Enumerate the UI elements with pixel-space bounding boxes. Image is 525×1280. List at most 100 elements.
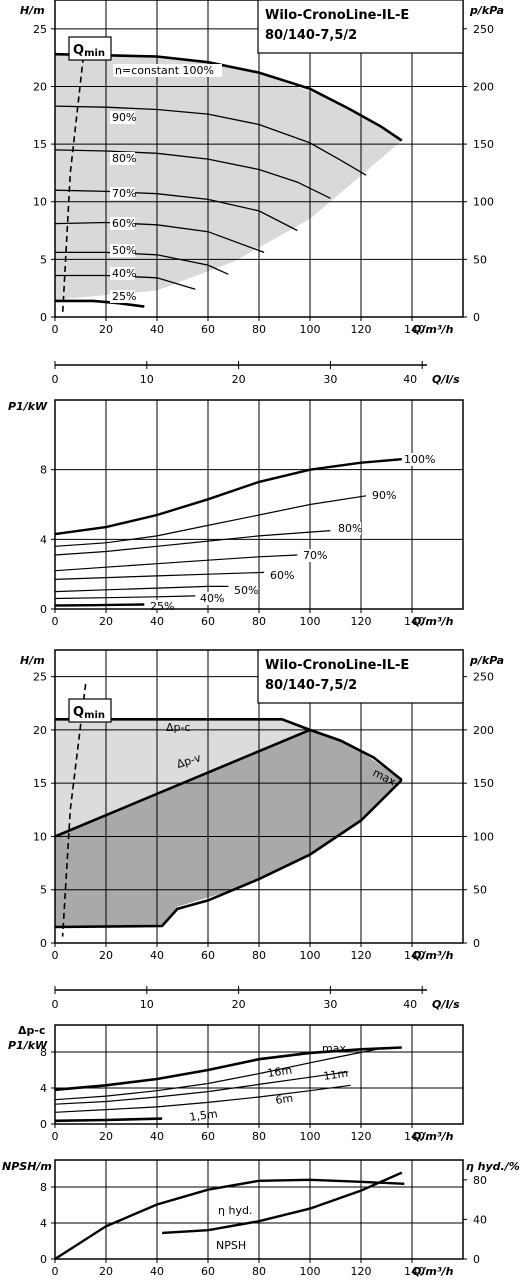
speed-curve	[54, 149, 331, 199]
curve-label: 70%	[303, 549, 327, 562]
eta-axis-label: η hyd./%	[466, 1160, 520, 1173]
kpa-tick-label: 0	[473, 937, 480, 950]
ls-tick-label: 10	[140, 998, 154, 1011]
eta-tick-label: 0	[473, 1253, 480, 1266]
p1-axis-label: P1/kW	[8, 400, 48, 413]
ls-tick-label: 40	[403, 998, 417, 1011]
p1-control-frame	[54, 1024, 464, 1125]
kpa-tick-label: 100	[473, 830, 494, 843]
y-tick-label: 0	[40, 311, 47, 324]
q-tick-label: 0	[52, 949, 59, 962]
hq-speeds-frame	[54, 0, 464, 318]
q-tick-label: 80	[252, 1265, 266, 1278]
p-kpa-axis-label: p/kPa	[469, 4, 504, 17]
curve-label: 50%	[234, 584, 258, 597]
y-tick-label: 8	[40, 1046, 47, 1059]
q-tick-label: 80	[252, 949, 266, 962]
curve-label-bg	[110, 217, 135, 230]
curve-label: 90%	[372, 489, 396, 502]
q-tick-label: 120	[351, 1265, 372, 1278]
curve-label-bg	[113, 64, 222, 77]
q-tick-label: 0	[52, 615, 59, 628]
npsh-axis-label: NPSH/m	[2, 1160, 52, 1173]
control-curve	[54, 779, 403, 929]
y-tick-label: 20	[33, 80, 47, 93]
curve-label-bg	[301, 549, 326, 562]
q-tick-label: 60	[201, 615, 215, 628]
speed-curve	[55, 299, 145, 308]
kpa-tick-label: 0	[473, 311, 480, 324]
qmin-line	[61, 36, 87, 315]
curve-label-bg	[402, 453, 434, 466]
kpa-tick-label: 200	[473, 80, 494, 93]
title-line-1b: Wilo-CronoLine-IL-E	[265, 658, 409, 673]
q-tick-label: 140	[404, 1265, 425, 1278]
q-tick-label: 40	[150, 1265, 164, 1278]
q-tick-label: 0	[52, 1130, 59, 1143]
curve-label: η hyd.	[218, 1204, 252, 1217]
q-tick-label: 100	[300, 949, 321, 962]
title-line-2b: 80/140-7,5/2	[265, 678, 357, 693]
curve-label-bg	[198, 592, 223, 605]
curve-label: 25%	[112, 290, 136, 303]
y-tick-label: 5	[40, 884, 47, 897]
ls-axis-label: Q/l/s	[432, 998, 460, 1011]
q-tick-label: 80	[252, 615, 266, 628]
control-curve	[309, 728, 403, 782]
q-tick-label: 140	[404, 615, 425, 628]
y-tick-label: 0	[40, 603, 47, 616]
ls-tick-label: 30	[323, 998, 337, 1011]
curve-label: 11m	[323, 1067, 349, 1083]
power-curve	[54, 495, 367, 547]
q-tick-label: 140	[404, 1130, 425, 1143]
q-tick-label: 60	[201, 323, 215, 336]
control-curve	[54, 728, 311, 838]
ls-tick-label: 0	[52, 998, 59, 1011]
kpa-tick-label: 50	[473, 253, 487, 266]
kpa-tick-label: 50	[473, 884, 487, 897]
q-tick-label: 20	[99, 1130, 113, 1143]
y-tick-label: 0	[40, 937, 47, 950]
p1-axis-label-2: P1/kW	[8, 1039, 48, 1052]
y-tick-label: 5	[40, 253, 47, 266]
curve-label-bg	[110, 244, 135, 257]
eta-curve	[54, 1178, 405, 1261]
q-tick-label: 60	[201, 1130, 215, 1143]
curve-label: 1,5m	[189, 1107, 219, 1124]
y-tick-label: 25	[33, 671, 47, 684]
speed-curve	[54, 221, 265, 254]
q-tick-label: 40	[150, 615, 164, 628]
curve-label-bg	[268, 569, 293, 582]
q-m3h-axis-label-1: Q/m³/h	[412, 323, 454, 336]
y-tick-label: 0	[40, 1118, 47, 1131]
q-tick-label: 120	[351, 615, 372, 628]
q-tick-label: 60	[201, 1265, 215, 1278]
power-curve	[54, 595, 196, 600]
eta-tick-label: 40	[473, 1213, 487, 1226]
curve-label: 90%	[112, 111, 136, 124]
qmin-label: Qmin	[73, 43, 105, 59]
q-tick-label: 80	[252, 1130, 266, 1143]
dpc-axis-label: Δp-c	[18, 1024, 45, 1037]
power-curve	[54, 530, 331, 556]
hq-speeds-marks: n=constant 100% 90% 80% 70% 60% 50% 40% 25% 0 5 10…	[33, 0, 494, 336]
q-tick-label: 20	[99, 1265, 113, 1278]
curve-label: 50%	[112, 244, 136, 257]
y-tick-label: 10	[33, 830, 47, 843]
y-tick-label: 4	[40, 533, 47, 546]
p-kpa-axis-label-2: p/kPa	[469, 654, 504, 667]
ls-tick-label: 20	[232, 373, 246, 386]
speed-curve	[55, 251, 229, 275]
kpa-tick-label: 200	[473, 724, 494, 737]
y-tick-label: 10	[33, 196, 47, 209]
dpc-area	[55, 719, 310, 837]
q-tick-label: 20	[99, 949, 113, 962]
kpa-tick-label: 250	[473, 671, 494, 684]
q-tick-label: 140	[404, 323, 425, 336]
q-tick-label: 140	[404, 949, 425, 962]
